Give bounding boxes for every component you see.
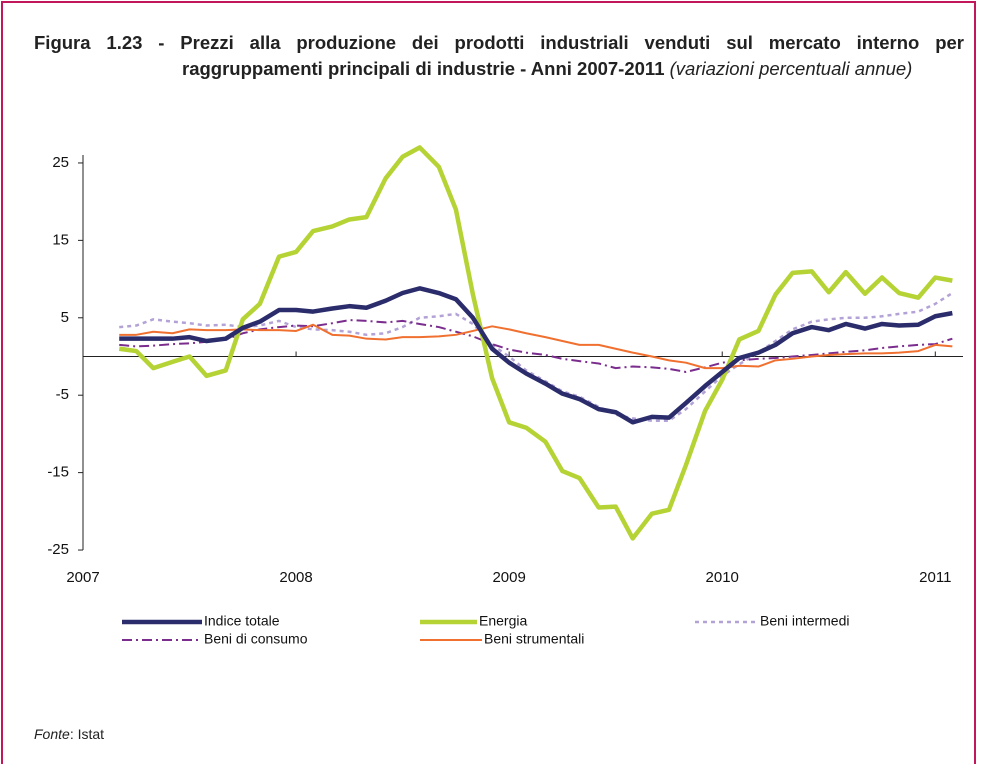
source-text: : Istat [69,726,105,742]
source-label: Fonte [34,726,70,742]
y-tick-label: 25 [52,154,69,171]
x-tick-label: 2007 [66,569,99,586]
y-tick-label: 15 [52,231,69,248]
legend-label: Energia [479,613,527,629]
x-tick-label: 2009 [492,569,525,586]
series-line [119,323,953,370]
legend-label: Indice totale [204,613,280,629]
x-tick-label: 2010 [706,569,739,586]
legend-label: Beni intermedi [760,613,850,629]
x-tick-label: 2011 [919,569,951,586]
y-tick-label: -5 [56,386,69,403]
legend-label: Beni strumentali [484,631,584,647]
series-line [119,319,953,373]
title-block: Figura 1.23 - Prezzi alla produzione dei… [34,30,964,82]
y-tick-label: -15 [47,464,69,481]
chart: 25 15 5 -5 -15 -25 2007 2008 2009 2010 2011 Beni in… [47,145,963,647]
source: Fonte: Istat [34,726,104,742]
series-line [119,286,953,425]
y-tick-label: 5 [61,309,69,326]
y-tick-label: -25 [47,541,69,558]
series-line [119,291,954,422]
series-line [118,145,953,541]
chart-title: Figura 1.23 - Prezzi alla produzione dei… [34,32,964,79]
legend-label: Beni di consumo [204,631,308,647]
chart-subtitle: (variazioni percentuali annue) [669,58,913,79]
x-tick-label: 2008 [279,569,312,586]
